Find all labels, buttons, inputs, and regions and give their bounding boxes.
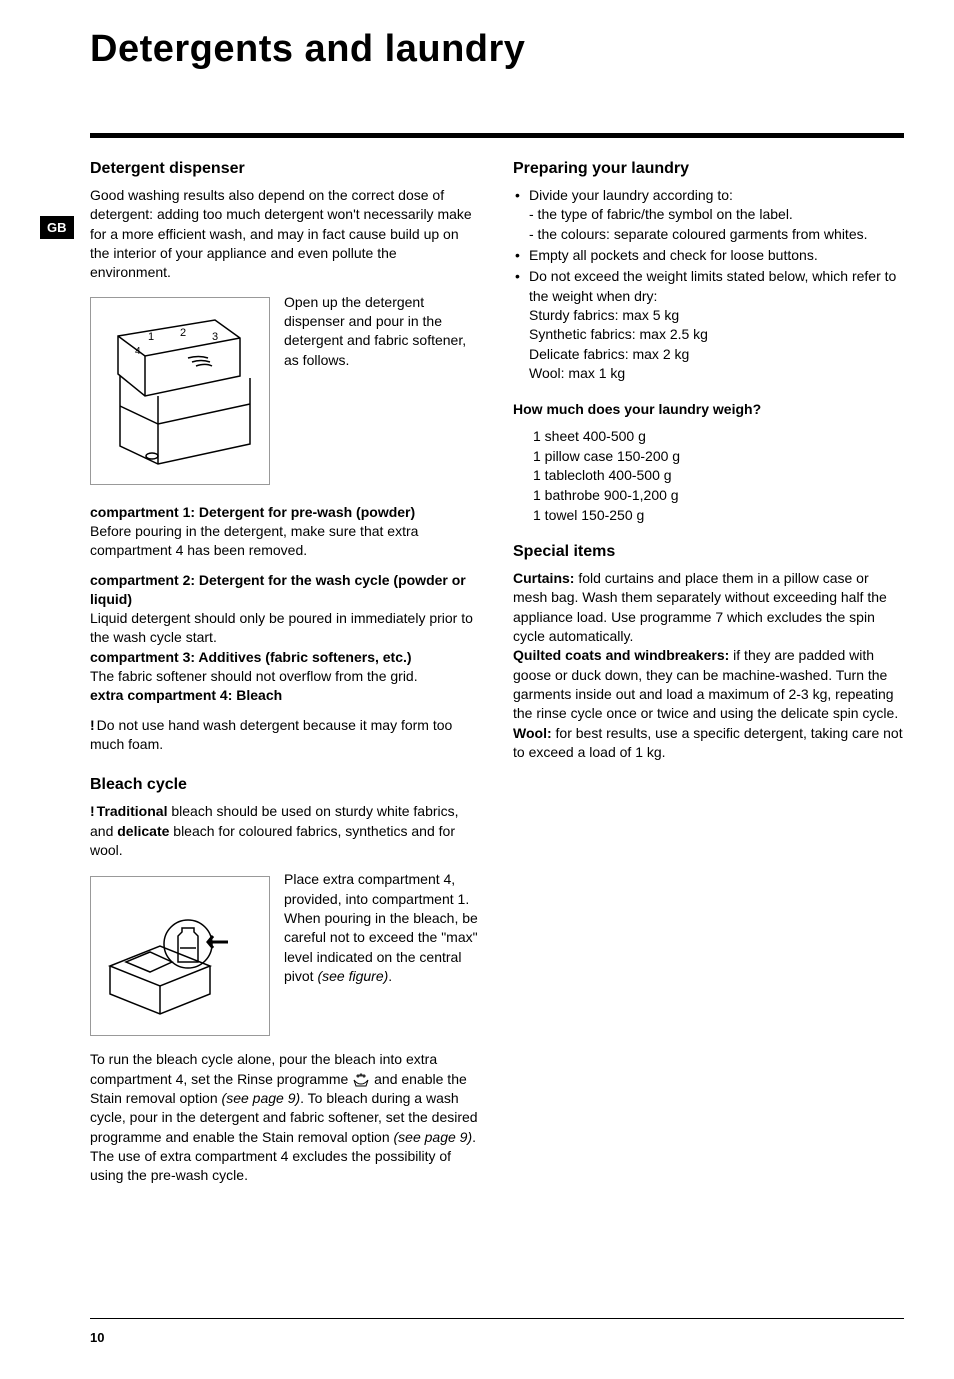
b1b: - the colours: separate coloured garment… [529,226,868,242]
c1-title: compartment 1: Detergent for pre-wash (p… [90,504,415,520]
prepare-heading: Preparing your laundry [513,160,904,178]
bleach-heading: Bleach cycle [90,776,481,794]
rinse-icon [352,1072,370,1088]
see-p9b: (see page 9) [394,1129,473,1145]
page-title: Detergents and laundry [90,28,954,71]
bleach-delicate: delicate [117,823,169,839]
detergent-intro: Good washing results also depend on the … [90,186,481,283]
b3-l2: Synthetic fabrics: max 2.5 kg [529,326,708,342]
b3-l4: Wool: max 1 kg [529,365,625,381]
b3-pre: Do not exceed the weight limits stated b… [529,268,896,303]
special-heading: Special items [513,543,904,561]
page-number: 10 [90,1330,104,1345]
weight-list: 1 sheet 400-500 g 1 pillow case 150-200 … [513,427,904,525]
w3: 1 tablecloth 400-500 g [513,466,904,486]
compartment-2-block: compartment 2: Detergent for the wash cy… [90,571,481,648]
dispenser-drawing: 1 2 3 4 [90,297,270,485]
bleach-run-para: To run the bleach cycle alone, pour the … [90,1050,481,1185]
bleach-figure [90,876,270,1036]
curtains-label: Curtains: [513,570,574,586]
compartment-3-block: compartment 3: Additives (fabric softene… [90,648,481,687]
handwash-warning: !Do not use hand wash detergent because … [90,716,481,755]
svg-text:4: 4 [135,346,141,357]
svg-text:1: 1 [148,331,154,343]
weight-block: How much does your laundry weigh? 1 shee… [513,401,904,525]
dispenser-svg: 1 2 3 4 [100,306,260,476]
svg-text:2: 2 [180,327,186,339]
bleach-intro: !Traditional bleach should be used on st… [90,802,481,860]
b1a: - the type of fabric/the symbol on the l… [529,206,793,222]
compartment-4-block: extra compartment 4: Bleach [90,686,481,705]
left-column: Detergent dispenser Good washing results… [90,160,481,1185]
wool-label: Wool: [513,725,552,741]
footer-rule [90,1318,904,1319]
c3-body: The fabric softener should not overflow … [90,668,418,684]
b3-l3: Delicate fabrics: max 2 kg [529,346,689,362]
c1-body: Before pouring in the detergent, make su… [90,523,418,558]
see-p9a: (see page 9) [222,1090,301,1106]
bleach-traditional: Traditional [97,803,168,819]
special-body: Curtains: fold curtains and place them i… [513,569,904,762]
svg-text:3: 3 [212,331,218,343]
warning-icon: ! [90,717,95,733]
bleach-svg [100,886,260,1026]
quilted-label: Quilted coats and windbreakers: [513,647,729,663]
w2: 1 pillow case 150-200 g [513,447,904,467]
run4: The use of extra compartment 4 excludes … [90,1148,451,1183]
warn-body: Do not use hand wash detergent because i… [90,717,452,752]
country-badge: GB [40,216,74,239]
right-column: Preparing your laundry Divide your laund… [513,160,904,1185]
c3-title: compartment 3: Additives (fabric softene… [90,649,412,665]
warning-icon: ! [90,803,95,819]
compartment-1-block: compartment 1: Detergent for pre-wash (p… [90,503,481,561]
detergent-heading: Detergent dispenser [90,160,481,178]
see-figure: (see figure) [317,968,388,984]
prepare-item-1: Divide your laundry according to: - the … [513,186,904,244]
w4: 1 bathrobe 900-1,200 g [513,486,904,506]
content-columns: Detergent dispenser Good washing results… [90,160,904,1185]
bleach-drawing [90,876,270,1036]
w1: 1 sheet 400-500 g [513,427,904,447]
w5: 1 towel 150-250 g [513,506,904,526]
header-rule [90,133,904,138]
b3-l1: Sturdy fabrics: max 5 kg [529,307,679,323]
c2-title: compartment 2: Detergent for the wash cy… [90,572,466,607]
prepare-item-2: Empty all pockets and check for loose bu… [513,246,904,265]
c4-title: extra compartment 4: Bleach [90,687,282,703]
c2-body: Liquid detergent should only be poured i… [90,610,473,645]
dispenser-figure: 1 2 3 4 [90,297,270,485]
prepare-item-3: Do not exceed the weight limits stated b… [513,267,904,383]
wool-body: for best results, use a specific deterge… [513,725,903,760]
weight-title: How much does your laundry weigh? [513,401,904,417]
prepare-list: Divide your laundry according to: - the … [513,186,904,383]
b1: Divide your laundry according to: [529,187,733,203]
